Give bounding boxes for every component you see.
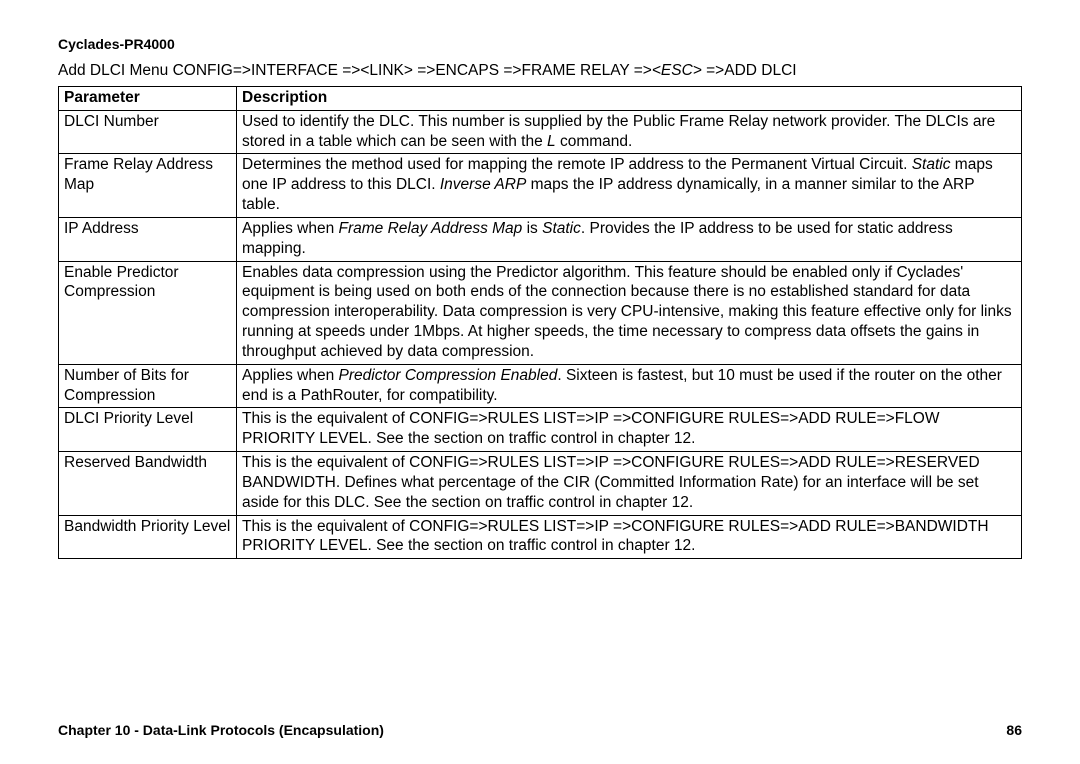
document-page: Cyclades-PR4000 Add DLCI Menu CONFIG=>IN… <box>0 0 1080 559</box>
document-header: Cyclades-PR4000 <box>58 36 1022 52</box>
header-description: Description <box>237 87 1022 111</box>
italic-text: Inverse ARP <box>440 176 526 193</box>
menu-path-prefix: Add DLCI Menu CONFIG=>INTERFACE =><LINK>… <box>58 62 652 79</box>
cell-description: Enables data compression using the Predi… <box>237 261 1022 364</box>
footer-page-number: 86 <box>1006 722 1022 738</box>
desc-text: This is the equivalent of CONFIG=>RULES … <box>242 454 980 511</box>
cell-parameter: Frame Relay Address Map <box>59 154 237 217</box>
table-row: DLCI Priority LevelThis is the equivalen… <box>59 408 1022 452</box>
table-row: IP AddressApplies when Frame Relay Addre… <box>59 217 1022 261</box>
table-row: Number of Bits for CompressionApplies wh… <box>59 364 1022 408</box>
table-row: Reserved BandwidthThis is the equivalent… <box>59 452 1022 515</box>
menu-path-esc: <ESC> <box>652 62 702 79</box>
table-row: Frame Relay Address Map Determines the me… <box>59 154 1022 217</box>
desc-text: Applies when <box>242 367 339 384</box>
cell-parameter: Enable Predictor Compression <box>59 261 237 364</box>
cell-parameter: DLCI Number <box>59 110 237 154</box>
desc-text: Applies when <box>242 220 339 237</box>
table-row: DLCI NumberUsed to identify the DLC. Thi… <box>59 110 1022 154</box>
table-row: Bandwidth Priority LevelThis is the equi… <box>59 515 1022 559</box>
italic-text: Static <box>912 156 951 173</box>
desc-text: Enables data compression using the Predi… <box>242 264 1012 360</box>
page-footer: Chapter 10 - Data-Link Protocols (Encaps… <box>58 722 1022 738</box>
footer-chapter: Chapter 10 - Data-Link Protocols (Encaps… <box>58 722 384 738</box>
desc-text: Determines the method used for mapping t… <box>242 156 912 173</box>
cell-parameter: Bandwidth Priority Level <box>59 515 237 559</box>
cell-description: Used to identify the DLC. This number is… <box>237 110 1022 154</box>
italic-text: L <box>547 133 556 150</box>
cell-description: Applies when Predictor Compression Enabl… <box>237 364 1022 408</box>
cell-parameter: IP Address <box>59 217 237 261</box>
parameter-table: Parameter Description DLCI NumberUsed to… <box>58 86 1022 559</box>
cell-parameter: Number of Bits for Compression <box>59 364 237 408</box>
cell-parameter: DLCI Priority Level <box>59 408 237 452</box>
table-body: DLCI NumberUsed to identify the DLC. Thi… <box>59 110 1022 558</box>
cell-description: Applies when Frame Relay Address Map is … <box>237 217 1022 261</box>
desc-text: This is the equivalent of CONFIG=>RULES … <box>242 410 939 447</box>
table-header-row: Parameter Description <box>59 87 1022 111</box>
desc-text: is <box>522 220 542 237</box>
cell-description: This is the equivalent of CONFIG=>RULES … <box>237 515 1022 559</box>
cell-description: This is the equivalent of CONFIG=>RULES … <box>237 408 1022 452</box>
italic-text: Frame Relay Address Map <box>339 220 523 237</box>
menu-path: Add DLCI Menu CONFIG=>INTERFACE =><LINK>… <box>58 62 1022 80</box>
italic-text: Predictor Compression Enabled <box>339 367 558 384</box>
table-row: Enable Predictor CompressionEnables data… <box>59 261 1022 364</box>
header-parameter: Parameter <box>59 87 237 111</box>
cell-description: Determines the method used for mapping t… <box>237 154 1022 217</box>
cell-parameter: Reserved Bandwidth <box>59 452 237 515</box>
cell-description: This is the equivalent of CONFIG=>RULES … <box>237 452 1022 515</box>
menu-path-suffix: =>ADD DLCI <box>702 62 797 79</box>
italic-text: Static <box>542 220 581 237</box>
desc-text: This is the equivalent of CONFIG=>RULES … <box>242 518 989 555</box>
desc-text: command. <box>556 133 633 150</box>
